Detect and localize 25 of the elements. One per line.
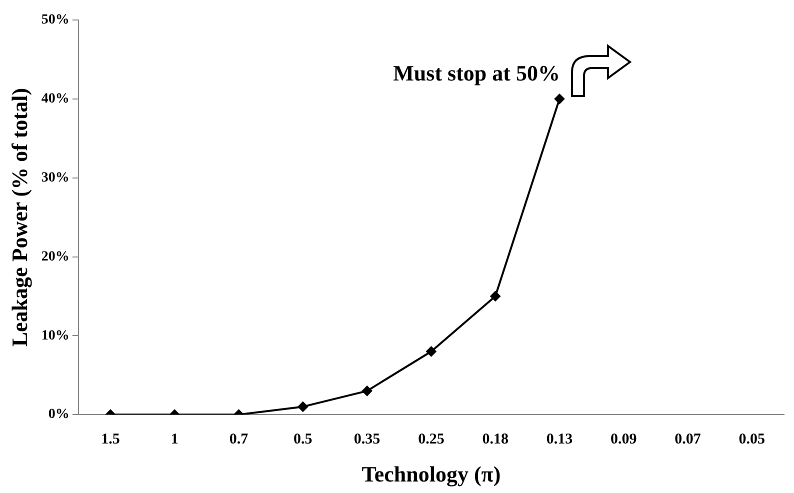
y-tick-label: 50% <box>41 12 70 28</box>
x-tick-label: 0.13 <box>546 431 573 448</box>
annotation: Must stop at 50% <box>393 60 560 86</box>
y-tick-label: 0% <box>48 407 70 422</box>
y-axis-title: Leakage Power (% of total) <box>6 88 32 347</box>
point <box>554 94 564 104</box>
x-tick-label: 0.07 <box>674 431 702 448</box>
x-tick-label: 0.35 <box>354 431 380 448</box>
y-tick-label: 40% <box>41 92 70 107</box>
point <box>362 386 372 396</box>
x-tick-label: 0.05 <box>738 431 766 448</box>
y-tick-label: 10% <box>41 328 70 344</box>
x-tick-label: 1.5 <box>101 431 120 448</box>
x-tick-label: 0.09 <box>610 431 637 448</box>
y-tick-label: 20% <box>41 249 70 264</box>
x-tick-label: 0.5 <box>294 431 312 448</box>
y-tick-label: 30% <box>41 170 70 186</box>
point <box>426 346 436 356</box>
x-tick-label: 0.7 <box>229 431 249 448</box>
x-tick-label: 1 <box>170 431 178 448</box>
x-tick-label: 0.25 <box>418 431 444 448</box>
point <box>298 402 308 412</box>
point <box>490 291 500 302</box>
x-tick-label: 0.18 <box>482 431 508 448</box>
x-axis-title: Technology (π) <box>362 461 501 486</box>
